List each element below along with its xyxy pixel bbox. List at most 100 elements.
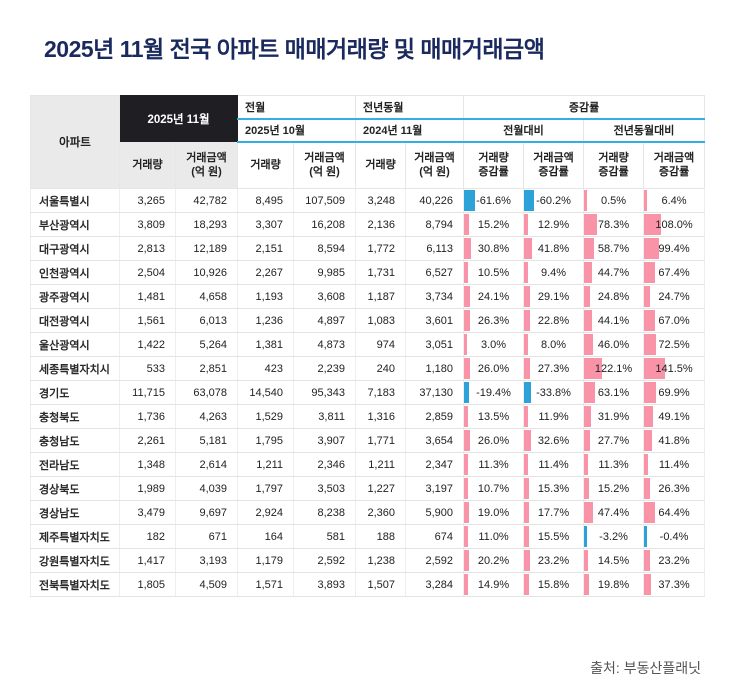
change-bar-positive bbox=[464, 526, 468, 547]
change-bar-positive bbox=[584, 430, 591, 451]
header-volume-change-yoy: 거래량 증감률 bbox=[583, 141, 645, 189]
change-cell: 99.4% bbox=[643, 236, 706, 261]
change-cell: 41.8% bbox=[523, 236, 585, 261]
change-value: 122.1% bbox=[594, 362, 633, 375]
value-cell: 14,540 bbox=[237, 380, 295, 405]
value-cell: 2,239 bbox=[293, 356, 357, 381]
value-cell: 3,479 bbox=[119, 500, 176, 525]
change-cell: 10.5% bbox=[463, 260, 525, 285]
change-value: 26.3% bbox=[477, 314, 510, 327]
change-value: 23.2% bbox=[537, 554, 570, 567]
change-bar-positive bbox=[644, 406, 653, 427]
table-row: 경기도 11,715 63,078 14,540 95,343 7,183 37,130 -1… bbox=[30, 380, 706, 405]
value-cell: 3,654 bbox=[405, 428, 465, 453]
value-cell: 5,900 bbox=[405, 500, 465, 525]
change-cell: 78.3% bbox=[583, 212, 645, 237]
change-bar-positive bbox=[644, 286, 650, 307]
value-cell: 1,227 bbox=[355, 476, 407, 501]
value-cell: 2,136 bbox=[355, 212, 407, 237]
table-row: 부산광역시 3,809 18,293 3,307 16,208 2,136 8,794 15.… bbox=[30, 212, 706, 237]
change-cell: 24.8% bbox=[583, 284, 645, 309]
change-bar-positive bbox=[524, 214, 529, 235]
change-bar-positive bbox=[524, 406, 529, 427]
value-cell: 95,343 bbox=[293, 380, 357, 405]
change-value: 99.4% bbox=[658, 242, 690, 255]
change-cell: 9.4% bbox=[523, 260, 585, 285]
header-apartment: 아파트 bbox=[30, 95, 120, 189]
value-cell: 1,180 bbox=[405, 356, 465, 381]
header-yoy-sub: 전년동월대비 bbox=[583, 118, 706, 143]
change-cell: 31.9% bbox=[583, 404, 645, 429]
value-cell: 4,263 bbox=[174, 404, 239, 429]
change-bar-positive bbox=[584, 310, 593, 331]
change-bar-positive bbox=[644, 310, 656, 331]
value-cell: 1,211 bbox=[355, 452, 407, 477]
change-value: 11.3% bbox=[478, 458, 509, 471]
value-cell: 2,924 bbox=[237, 500, 295, 525]
value-cell: 2,592 bbox=[405, 548, 465, 573]
change-bar-positive bbox=[644, 190, 648, 211]
value-cell: 1,529 bbox=[237, 404, 295, 429]
change-bar-negative bbox=[524, 190, 535, 211]
change-value: 14.9% bbox=[477, 578, 510, 591]
change-cell: 17.7% bbox=[523, 500, 585, 525]
value-cell: 3,907 bbox=[293, 428, 357, 453]
change-cell: 141.5% bbox=[643, 356, 706, 381]
change-cell: 13.5% bbox=[463, 404, 525, 429]
change-cell: 46.0% bbox=[583, 332, 645, 357]
value-cell: 1,731 bbox=[355, 260, 407, 285]
value-cell: 5,181 bbox=[174, 428, 239, 453]
value-cell: 4,897 bbox=[293, 308, 357, 333]
value-cell: 671 bbox=[174, 524, 239, 549]
value-cell: 2,267 bbox=[237, 260, 295, 285]
table-row: 대전광역시 1,561 6,013 1,236 4,897 1,083 3,601 26.3%… bbox=[30, 308, 706, 333]
change-cell: 30.8% bbox=[463, 236, 525, 261]
value-cell: 1,571 bbox=[237, 572, 295, 597]
change-value: 15.5% bbox=[537, 530, 570, 543]
change-bar-positive bbox=[464, 406, 469, 427]
header-prev-year-group: 전년동월 bbox=[355, 95, 465, 120]
value-cell: 2,360 bbox=[355, 500, 407, 525]
change-bar-positive bbox=[464, 286, 470, 307]
change-bar-positive bbox=[644, 574, 652, 595]
value-cell: 3,265 bbox=[119, 188, 176, 213]
change-cell: 27.7% bbox=[583, 428, 645, 453]
change-value: 32.6% bbox=[537, 434, 570, 447]
value-cell: 4,873 bbox=[293, 332, 357, 357]
change-value: 69.9% bbox=[658, 386, 690, 399]
value-cell: 3,811 bbox=[293, 404, 357, 429]
change-cell: -3.2% bbox=[583, 524, 645, 549]
change-value: 47.4% bbox=[597, 506, 630, 519]
change-cell: 49.1% bbox=[643, 404, 706, 429]
header-amount-change-mom: 거래금액 증감률 bbox=[523, 141, 585, 189]
change-bar-positive bbox=[524, 574, 529, 595]
value-cell: 107,509 bbox=[293, 188, 357, 213]
value-cell: 1,772 bbox=[355, 236, 407, 261]
value-cell: 3,284 bbox=[405, 572, 465, 597]
value-cell: 3,307 bbox=[237, 212, 295, 237]
change-cell: -19.4% bbox=[463, 380, 525, 405]
change-value: -3.2% bbox=[599, 530, 628, 543]
change-value: 67.0% bbox=[658, 314, 690, 327]
change-cell: 8.0% bbox=[523, 332, 585, 357]
change-value: 29.1% bbox=[537, 290, 570, 303]
change-value: 72.5% bbox=[658, 338, 690, 351]
region-cell: 경상북도 bbox=[30, 476, 120, 501]
change-cell: 15.3% bbox=[523, 476, 585, 501]
change-bar-positive bbox=[464, 334, 467, 355]
change-value: 10.7% bbox=[477, 482, 510, 495]
change-value: 26.0% bbox=[477, 434, 510, 447]
value-cell: 1,422 bbox=[119, 332, 176, 357]
header-volume-current: 거래량 bbox=[119, 141, 176, 189]
change-cell: 15.2% bbox=[463, 212, 525, 237]
change-value: 17.7% bbox=[537, 506, 570, 519]
value-cell: 3,193 bbox=[174, 548, 239, 573]
change-bar-positive bbox=[464, 430, 470, 451]
region-cell: 제주특별자치도 bbox=[30, 524, 120, 549]
header-prev-year-sub: 2024년 11월 bbox=[355, 118, 465, 143]
change-value: 41.8% bbox=[658, 434, 690, 447]
change-bar-positive bbox=[584, 382, 595, 403]
change-cell: 0.5% bbox=[583, 188, 645, 213]
change-cell: 26.0% bbox=[463, 356, 525, 381]
change-cell: 41.8% bbox=[643, 428, 706, 453]
